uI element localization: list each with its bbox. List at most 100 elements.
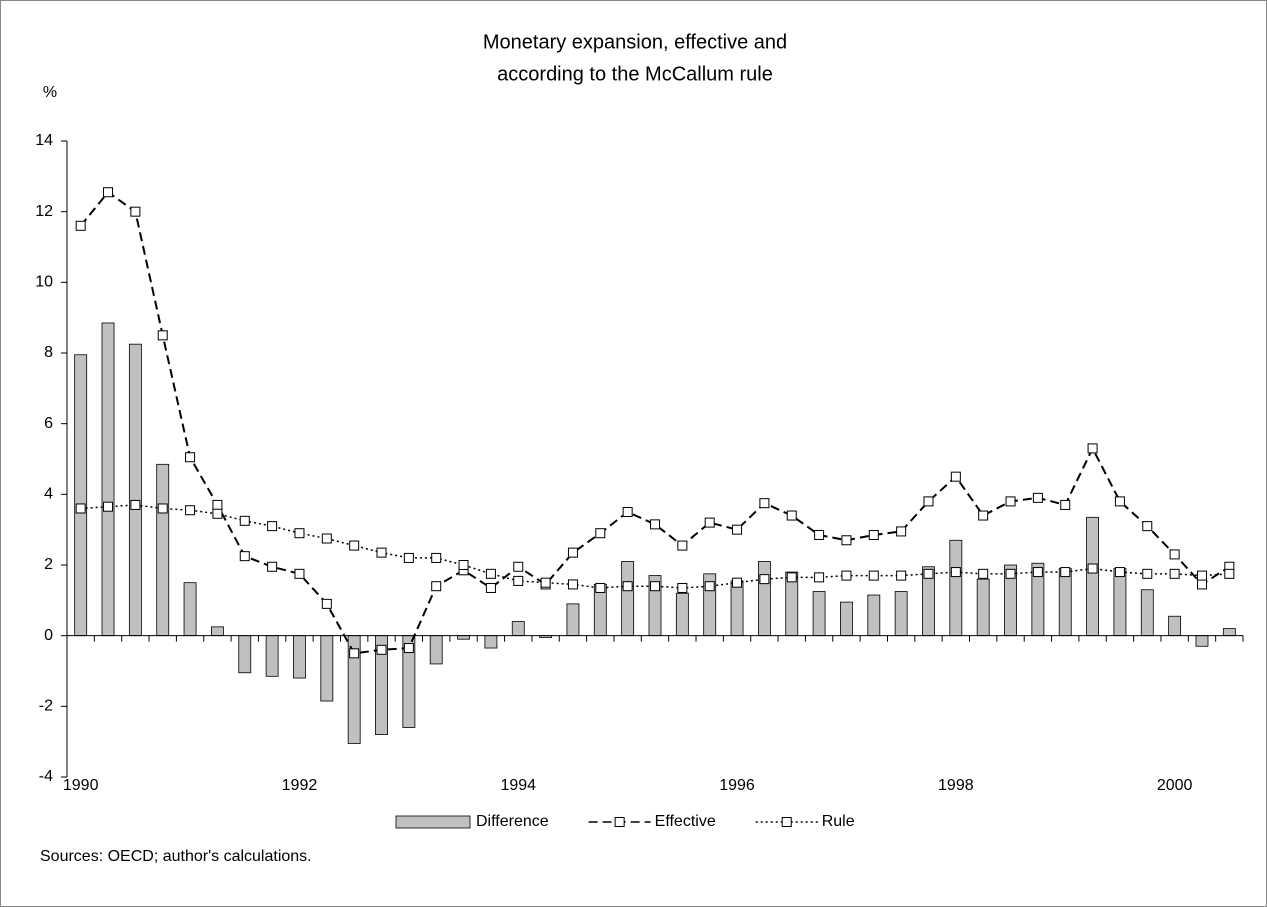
bar (894, 591, 908, 637)
legend-label: Difference (476, 813, 549, 830)
legend-swatch (395, 815, 471, 829)
marker (485, 582, 496, 593)
bar (156, 463, 170, 637)
marker (1114, 567, 1125, 578)
marker (677, 582, 688, 593)
marker (786, 572, 797, 583)
marker (567, 579, 578, 590)
marker (540, 577, 551, 588)
marker (650, 519, 660, 530)
marker (732, 577, 743, 588)
bar (621, 561, 635, 637)
marker (923, 496, 934, 507)
marker (677, 540, 688, 551)
legend-label: Effective (655, 813, 716, 830)
marker (1005, 568, 1016, 579)
marker (814, 529, 825, 540)
bar (183, 582, 197, 637)
bar (976, 578, 990, 637)
marker (923, 568, 934, 579)
y-tick-label: 6 (44, 415, 53, 432)
bar (812, 591, 826, 637)
marker (239, 551, 250, 562)
marker (267, 521, 278, 532)
marker (185, 505, 196, 516)
marker (212, 499, 223, 510)
y-tick-label: -2 (39, 698, 53, 715)
legend-marker (781, 817, 792, 827)
x-tick-label: 1998 (938, 777, 974, 794)
y-tick-label: 4 (44, 486, 53, 503)
y-tick-label: -4 (39, 768, 53, 785)
marker (157, 330, 168, 341)
marker (485, 568, 496, 579)
marker (1196, 579, 1207, 590)
marker (622, 581, 633, 592)
marker (595, 528, 606, 539)
bar (101, 322, 115, 637)
bar (1195, 635, 1209, 647)
y-tick-label: 12 (35, 203, 53, 220)
chart-title: Monetary expansion, effective and (483, 31, 787, 53)
bar (1058, 568, 1072, 637)
chart-title: according to the McCallum rule (497, 63, 773, 85)
marker (1060, 567, 1071, 578)
y-tick-label: 10 (35, 274, 53, 291)
bar (566, 603, 580, 637)
bar (949, 539, 963, 637)
marker (868, 570, 879, 581)
marker (403, 552, 414, 563)
marker (841, 570, 852, 581)
marker (349, 540, 360, 551)
marker (1142, 568, 1153, 579)
bar (484, 635, 498, 649)
marker (75, 220, 86, 231)
bar (1168, 615, 1182, 637)
marker (75, 503, 86, 514)
marker (978, 568, 989, 579)
marker (978, 510, 989, 521)
marker (1032, 492, 1043, 503)
bar (511, 621, 525, 637)
marker (267, 561, 278, 572)
marker (294, 568, 305, 579)
bar (1222, 628, 1236, 637)
legend-label: Rule (822, 813, 855, 830)
marker (786, 510, 797, 521)
marker (732, 524, 743, 535)
bar (840, 601, 853, 637)
bar (320, 635, 334, 702)
marker (622, 507, 633, 517)
marker (704, 517, 715, 528)
marker (1114, 496, 1125, 507)
marker (1032, 567, 1043, 578)
y-tick-label: 2 (44, 556, 53, 573)
bar (757, 561, 771, 637)
marker (431, 581, 442, 592)
marker (567, 547, 578, 558)
x-tick-label: 1996 (719, 777, 755, 794)
bar (1086, 516, 1099, 637)
marker (431, 552, 442, 563)
bar (867, 594, 881, 637)
marker (349, 648, 360, 659)
y-axis-label: % (43, 84, 57, 101)
marker (1169, 568, 1180, 579)
marker (376, 644, 387, 655)
marker (103, 501, 114, 512)
bar (1140, 589, 1154, 637)
marker (1005, 496, 1016, 507)
marker (896, 570, 907, 581)
bar (265, 635, 279, 677)
marker (403, 643, 414, 654)
legend-marker (614, 817, 625, 827)
marker (1060, 499, 1071, 510)
marker (157, 503, 168, 514)
marker (1169, 549, 1180, 560)
marker (513, 575, 524, 586)
marker (321, 598, 332, 609)
marker (896, 526, 907, 537)
marker (950, 471, 961, 482)
